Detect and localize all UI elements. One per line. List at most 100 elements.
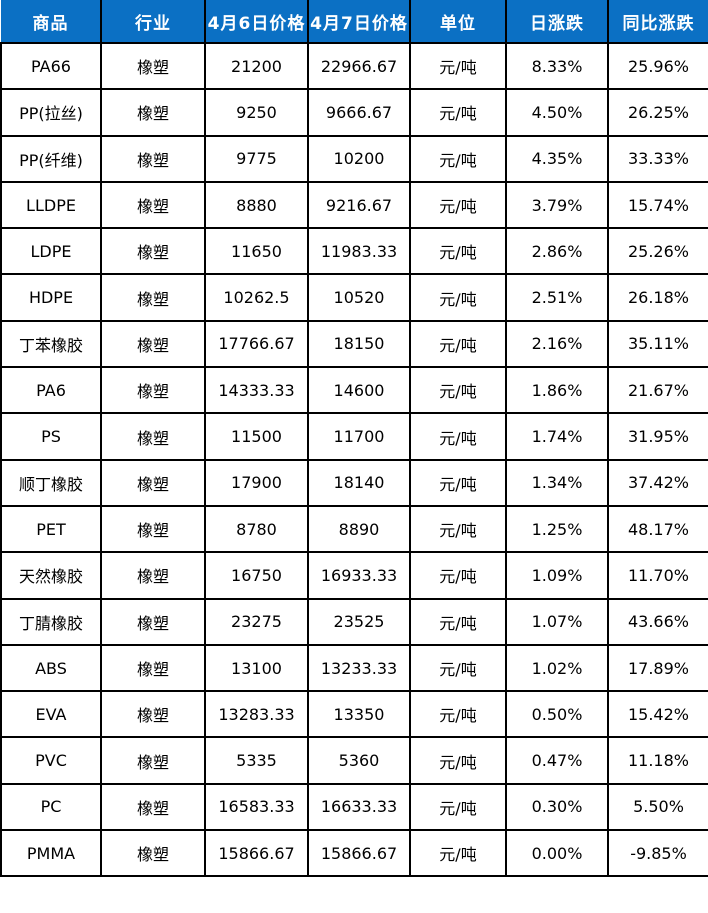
cell-unit: 元/吨 bbox=[409, 180, 507, 230]
cell-price-apr7: 8890 bbox=[307, 504, 411, 554]
table-row: PP(纤维) 橡塑 9775 10200 元/吨 4.35% 33.33% bbox=[0, 134, 708, 183]
cell-product: HDPE bbox=[0, 273, 102, 322]
cell-price-apr6: 13100 bbox=[204, 643, 309, 693]
cell-price-apr7: 5360 bbox=[307, 736, 411, 785]
cell-industry: 橡塑 bbox=[100, 412, 206, 461]
cell-day-change: 0.30% bbox=[505, 782, 609, 832]
cell-product: LDPE bbox=[0, 227, 102, 276]
table-header: 商品 行业 4月6日价格 4月7日价格 单位 日涨跌 同比涨跌 bbox=[1, 0, 708, 44]
cell-unit: 元/吨 bbox=[409, 736, 507, 785]
cell-industry: 橡塑 bbox=[100, 736, 206, 785]
cell-yoy-change: 26.18% bbox=[607, 273, 708, 322]
cell-yoy-change: 35.11% bbox=[607, 319, 708, 369]
cell-price-apr7: 22966.67 bbox=[307, 41, 411, 91]
cell-price-apr7: 11700 bbox=[307, 412, 411, 461]
cell-price-apr6: 8780 bbox=[204, 504, 309, 554]
cell-day-change: 1.09% bbox=[505, 551, 609, 600]
cell-product: 顺丁橡胶 bbox=[0, 458, 102, 507]
column-header-day-change: 日涨跌 bbox=[505, 0, 609, 44]
table-row: PET 橡塑 8780 8890 元/吨 1.25% 48.17% bbox=[0, 504, 708, 554]
cell-industry: 橡塑 bbox=[100, 227, 206, 276]
cell-day-change: 1.25% bbox=[505, 504, 609, 554]
cell-industry: 橡塑 bbox=[100, 829, 206, 878]
cell-price-apr7: 18150 bbox=[307, 319, 411, 369]
table-row: PP(拉丝) 橡塑 9250 9666.67 元/吨 4.50% 26.25% bbox=[0, 88, 708, 137]
commodity-price-table: 商品 行业 4月6日价格 4月7日价格 单位 日涨跌 同比涨跌 PA66 橡塑 21200 229… bbox=[0, 0, 708, 878]
table-row: ABS 橡塑 13100 13233.33 元/吨 1.02% 17.89% bbox=[0, 643, 708, 693]
cell-price-apr7: 10200 bbox=[307, 134, 411, 183]
column-header-price-apr6: 4月6日价格 bbox=[204, 0, 309, 44]
cell-day-change: 0.50% bbox=[505, 690, 609, 739]
table-row: LLDPE 橡塑 8880 9216.67 元/吨 3.79% 15.74% bbox=[0, 180, 708, 230]
cell-unit: 元/吨 bbox=[409, 829, 507, 878]
cell-product: PP(纤维) bbox=[0, 134, 102, 183]
cell-product: LLDPE bbox=[0, 180, 102, 230]
cell-industry: 橡塑 bbox=[100, 690, 206, 739]
table-row: PA6 橡塑 14333.33 14600 元/吨 1.86% 21.67% bbox=[0, 366, 708, 415]
column-header-product: 商品 bbox=[1, 0, 102, 44]
cell-yoy-change: 43.66% bbox=[607, 597, 708, 646]
cell-day-change: 1.34% bbox=[505, 458, 609, 507]
cell-price-apr6: 17766.67 bbox=[204, 319, 309, 369]
cell-yoy-change: 17.89% bbox=[607, 643, 708, 693]
cell-price-apr6: 13283.33 bbox=[204, 690, 309, 739]
cell-product: PA6 bbox=[0, 366, 102, 415]
cell-price-apr7: 15866.67 bbox=[307, 829, 411, 878]
cell-price-apr7: 13350 bbox=[307, 690, 411, 739]
cell-yoy-change: 37.42% bbox=[607, 458, 708, 507]
cell-day-change: 4.35% bbox=[505, 134, 609, 183]
cell-unit: 元/吨 bbox=[409, 597, 507, 646]
cell-unit: 元/吨 bbox=[409, 319, 507, 369]
cell-unit: 元/吨 bbox=[409, 551, 507, 600]
cell-yoy-change: 33.33% bbox=[607, 134, 708, 183]
cell-yoy-change: 15.74% bbox=[607, 180, 708, 230]
cell-yoy-change: 25.26% bbox=[607, 227, 708, 276]
cell-product: ABS bbox=[0, 643, 102, 693]
cell-unit: 元/吨 bbox=[409, 273, 507, 322]
cell-industry: 橡塑 bbox=[100, 551, 206, 600]
cell-unit: 元/吨 bbox=[409, 227, 507, 276]
cell-yoy-change: 11.70% bbox=[607, 551, 708, 600]
cell-product: EVA bbox=[0, 690, 102, 739]
cell-industry: 橡塑 bbox=[100, 504, 206, 554]
cell-price-apr7: 16933.33 bbox=[307, 551, 411, 600]
table-row: PVC 橡塑 5335 5360 元/吨 0.47% 11.18% bbox=[0, 736, 708, 785]
cell-product: 丁腈橡胶 bbox=[0, 597, 102, 646]
cell-yoy-change: 5.50% bbox=[607, 782, 708, 832]
cell-day-change: 1.74% bbox=[505, 412, 609, 461]
cell-price-apr6: 9250 bbox=[204, 88, 309, 137]
cell-product: PMMA bbox=[0, 829, 102, 878]
cell-unit: 元/吨 bbox=[409, 782, 507, 832]
table-row: 丁苯橡胶 橡塑 17766.67 18150 元/吨 2.16% 35.11% bbox=[0, 319, 708, 369]
table-row: PC 橡塑 16583.33 16633.33 元/吨 0.30% 5.50% bbox=[0, 782, 708, 832]
cell-day-change: 0.47% bbox=[505, 736, 609, 785]
table-row: PS 橡塑 11500 11700 元/吨 1.74% 31.95% bbox=[0, 412, 708, 461]
cell-industry: 橡塑 bbox=[100, 597, 206, 646]
table-row: PMMA 橡塑 15866.67 15866.67 元/吨 0.00% -9.85% bbox=[0, 829, 708, 878]
cell-yoy-change: 48.17% bbox=[607, 504, 708, 554]
cell-industry: 橡塑 bbox=[100, 782, 206, 832]
cell-price-apr6: 11500 bbox=[204, 412, 309, 461]
table-row: HDPE 橡塑 10262.5 10520 元/吨 2.51% 26.18% bbox=[0, 273, 708, 322]
cell-yoy-change: 15.42% bbox=[607, 690, 708, 739]
cell-product: PC bbox=[0, 782, 102, 832]
column-header-price-apr7: 4月7日价格 bbox=[307, 0, 411, 44]
cell-price-apr6: 16583.33 bbox=[204, 782, 309, 832]
cell-industry: 橡塑 bbox=[100, 88, 206, 137]
cell-product: 天然橡胶 bbox=[0, 551, 102, 600]
cell-day-change: 1.02% bbox=[505, 643, 609, 693]
cell-price-apr7: 10520 bbox=[307, 273, 411, 322]
cell-unit: 元/吨 bbox=[409, 366, 507, 415]
cell-day-change: 4.50% bbox=[505, 88, 609, 137]
cell-unit: 元/吨 bbox=[409, 504, 507, 554]
column-header-yoy-change: 同比涨跌 bbox=[607, 0, 708, 44]
cell-price-apr6: 8880 bbox=[204, 180, 309, 230]
cell-price-apr7: 13233.33 bbox=[307, 643, 411, 693]
cell-yoy-change: 25.96% bbox=[607, 41, 708, 91]
cell-price-apr7: 16633.33 bbox=[307, 782, 411, 832]
cell-unit: 元/吨 bbox=[409, 458, 507, 507]
cell-unit: 元/吨 bbox=[409, 88, 507, 137]
cell-unit: 元/吨 bbox=[409, 134, 507, 183]
cell-unit: 元/吨 bbox=[409, 412, 507, 461]
